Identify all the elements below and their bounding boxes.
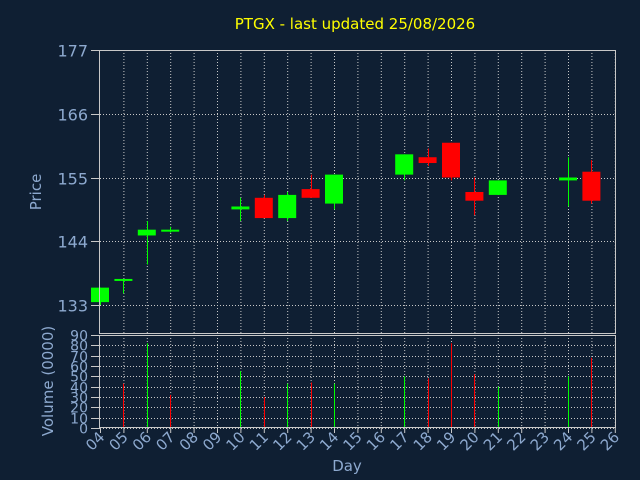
x-tick-label: 17 xyxy=(386,428,412,454)
candle-17 xyxy=(395,154,414,181)
x-tick-label: 07 xyxy=(152,428,178,454)
x-tick-label: 12 xyxy=(269,428,295,454)
x-tick-label: 21 xyxy=(480,428,506,454)
volume-tick-label: 90 xyxy=(70,329,88,345)
candle-24 xyxy=(559,157,577,207)
price-tick-label: 133 xyxy=(57,297,88,316)
x-tick-label: 09 xyxy=(199,428,225,454)
x-tick-label: 14 xyxy=(316,428,342,454)
price-panel-frame xyxy=(99,50,616,334)
volume-axis-label: Volume (0000) xyxy=(39,326,57,436)
candle-body xyxy=(395,154,414,175)
candle-body xyxy=(559,177,577,181)
candle-body xyxy=(418,157,437,164)
candle-07 xyxy=(161,226,180,233)
price-tick-label: 166 xyxy=(57,106,88,125)
price-candles xyxy=(91,142,601,306)
candle-18 xyxy=(418,148,437,166)
candle-body xyxy=(301,189,320,198)
x-axis-label: Day xyxy=(332,457,362,475)
volume-tick-label: 20 xyxy=(70,401,88,417)
volume-bars xyxy=(123,343,592,428)
candle-body xyxy=(254,197,273,219)
candle-13 xyxy=(301,174,320,198)
x-tick-label: 20 xyxy=(456,428,482,454)
candle-06 xyxy=(137,220,156,265)
chart-title: PTGX - last updated 25/08/2026 xyxy=(235,15,475,33)
volume-tick-label: 80 xyxy=(70,339,88,355)
candle-body xyxy=(325,174,343,204)
candle-14 xyxy=(325,174,343,210)
candle-body xyxy=(442,142,460,178)
x-tick-label: 10 xyxy=(222,428,248,454)
candle-body xyxy=(231,206,250,210)
candle-body xyxy=(137,229,156,236)
candle-body xyxy=(582,171,601,201)
x-tick-label: 23 xyxy=(527,428,553,454)
volume-tick-label: 30 xyxy=(70,391,88,407)
volume-panel-frame xyxy=(99,335,616,428)
candle-body xyxy=(114,278,133,281)
price-tick-label: 155 xyxy=(57,170,88,189)
candle-19 xyxy=(442,142,460,181)
price-yticks: 133 144 155 166 177 xyxy=(57,42,100,316)
x-tick-label: 26 xyxy=(597,428,623,454)
volume-tick-label: 50 xyxy=(70,370,88,386)
candle-body xyxy=(488,180,507,195)
x-tick-label: 24 xyxy=(550,428,576,454)
volume-tick-label: 40 xyxy=(70,381,88,397)
price-tick-label: 144 xyxy=(57,233,88,252)
x-tick-label: 11 xyxy=(246,428,272,454)
x-tick-label: 05 xyxy=(105,428,131,454)
volume-tick-label: 10 xyxy=(70,412,88,428)
price-tick-label: 177 xyxy=(57,42,88,61)
x-tick-label: 15 xyxy=(339,428,365,454)
candle-body xyxy=(465,192,484,201)
x-tick-label: 08 xyxy=(176,428,202,454)
candle-05 xyxy=(114,278,133,294)
price-panel: 133 144 155 166 177 Price xyxy=(27,42,616,334)
x-tick-label: 18 xyxy=(410,428,436,454)
x-tick-label: 13 xyxy=(293,428,319,454)
candle-12 xyxy=(278,192,297,221)
volume-tick-label: 0 xyxy=(79,422,88,438)
candle-body xyxy=(161,229,180,232)
price-axis-label: Price xyxy=(27,174,45,211)
candle-10 xyxy=(231,197,250,221)
volume-tick-label: 70 xyxy=(70,350,88,366)
candle-21 xyxy=(488,180,507,195)
candle-25 xyxy=(582,160,601,204)
x-tick-label: 16 xyxy=(363,428,389,454)
x-tick-labels: 0405060708091011121314151617181920212223… xyxy=(82,428,623,454)
candle-body xyxy=(278,194,297,219)
x-tick-label: 06 xyxy=(129,428,155,454)
x-tick-label: 25 xyxy=(573,428,599,454)
price-grid xyxy=(100,50,616,334)
x-tick-label: 22 xyxy=(503,428,529,454)
volume-grid xyxy=(100,335,616,429)
volume-tick-label: 60 xyxy=(70,360,88,376)
candle-11 xyxy=(254,194,273,219)
x-tick-label: 19 xyxy=(433,428,459,454)
candle-20 xyxy=(465,177,484,216)
